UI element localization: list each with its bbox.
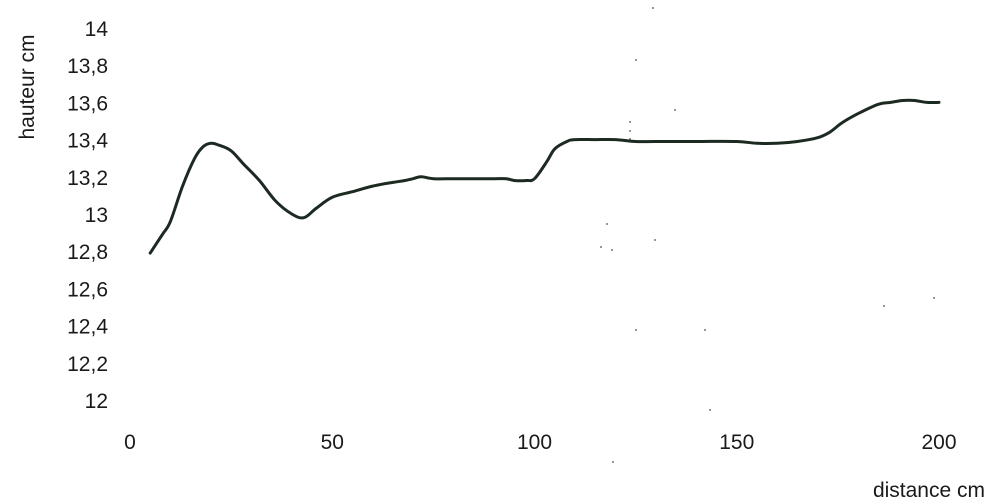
y-tick-label: 14 <box>85 18 109 41</box>
y-tick-label: 12,2 <box>67 353 108 376</box>
series-line <box>148 98 941 255</box>
speck <box>629 121 631 123</box>
speck <box>635 59 637 61</box>
speck <box>611 249 613 251</box>
x-tick-label: 100 <box>517 431 552 454</box>
speck <box>629 130 631 132</box>
speck <box>606 223 608 225</box>
x-tick-label: 150 <box>719 431 754 454</box>
y-tick-label: 13,2 <box>67 167 108 190</box>
speck <box>704 329 706 331</box>
y-axis-label: hauteur cm <box>16 34 39 139</box>
speck <box>709 409 711 411</box>
speck <box>612 461 614 463</box>
speck <box>652 7 654 9</box>
speck <box>654 239 656 241</box>
y-tick-label: 12 <box>85 390 108 413</box>
y-tick-label: 12,6 <box>67 278 108 301</box>
speck <box>933 297 935 299</box>
x-tick-label: 50 <box>321 431 344 454</box>
speck <box>635 329 637 331</box>
scan-specks <box>600 7 935 463</box>
speck <box>600 246 602 248</box>
y-tick-label: 13,4 <box>67 130 108 153</box>
x-axis-label: distance cm <box>873 479 985 502</box>
speck <box>674 109 676 111</box>
x-tick-label: 200 <box>921 431 956 454</box>
x-axis-ticks: 0 50 100 150 200 <box>124 431 956 454</box>
y-tick-label: 13,8 <box>67 55 108 78</box>
speck <box>883 305 885 307</box>
y-tick-label: 13,6 <box>67 92 108 115</box>
y-tick-label: 13 <box>85 204 108 227</box>
x-tick-label: 0 <box>124 431 136 454</box>
y-tick-label: 12,8 <box>67 241 108 264</box>
y-tick-label: 12,4 <box>67 316 108 339</box>
y-axis-ticks: 12 12,2 12,4 12,6 12,8 13 13,2 13,4 13,6 13,8 14 <box>67 18 108 413</box>
